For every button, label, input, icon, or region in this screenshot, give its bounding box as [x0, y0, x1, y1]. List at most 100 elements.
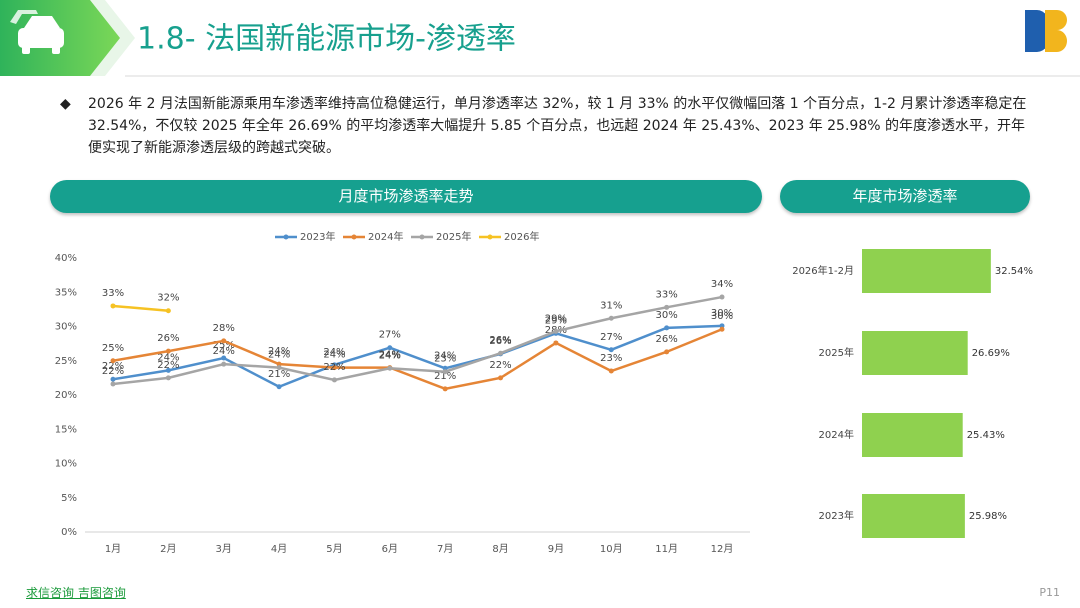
header-accent — [90, 0, 135, 76]
data-point — [387, 345, 393, 351]
data-label: 24% — [268, 346, 290, 357]
y-tick-label: 2025年 — [819, 346, 854, 359]
data-point — [165, 348, 171, 354]
series-line — [112, 328, 723, 391]
y-tick-label: 2024年 — [819, 428, 854, 441]
data-label: 23% — [434, 354, 456, 365]
bar-label: 25.43% — [967, 430, 1005, 441]
data-point — [221, 355, 227, 361]
data-label: 27% — [600, 332, 622, 343]
data-point — [553, 328, 559, 334]
x-tick-label: 2月 — [160, 543, 176, 555]
y-tick-label: 40% — [55, 253, 77, 264]
y-tick-label: 2026年1-2月 — [792, 264, 854, 277]
y-tick-label: 15% — [55, 424, 77, 435]
y-tick-label: 25% — [55, 356, 77, 367]
data-point — [387, 365, 393, 371]
y-tick-label: 35% — [55, 287, 77, 298]
summary: 2026 年 2 月法国新能源乘用车渗透率维持高位稳健运行，单月渗透率达 32%… — [88, 96, 1027, 156]
legend-marker — [487, 234, 493, 240]
series-line — [112, 295, 723, 386]
data-label: 30% — [711, 308, 733, 319]
y-tick-label: 10% — [55, 459, 77, 470]
y-tick-label: 2023年 — [819, 509, 854, 522]
x-tick-label: 4月 — [271, 543, 287, 555]
data-label: 27% — [379, 330, 401, 341]
data-label: 25% — [102, 343, 124, 354]
data-label: 24% — [434, 350, 456, 361]
data-point — [276, 361, 282, 367]
data-point — [110, 358, 116, 364]
data-label: 26% — [157, 333, 179, 344]
data-point — [608, 347, 614, 353]
legend-marker — [351, 234, 357, 240]
data-label: 33% — [656, 289, 678, 300]
data-label: 29% — [545, 315, 567, 326]
data-point — [608, 368, 614, 374]
legend-label: 2024年 — [368, 230, 403, 243]
series-line — [112, 324, 723, 389]
x-tick-label: 10月 — [600, 543, 623, 555]
bar — [862, 331, 968, 375]
x-tick-label: 6月 — [382, 543, 398, 555]
data-point — [608, 315, 614, 321]
panel-title: 年度市场渗透率 — [780, 180, 1030, 213]
x-tick-label: 8月 — [492, 543, 508, 555]
data-label: 31% — [600, 300, 622, 311]
data-label: 22% — [157, 360, 179, 371]
legend-label: 2026年 — [504, 230, 539, 243]
x-tick-label: 1月 — [105, 543, 121, 555]
header: 1.8- 法国新能源市场-渗透率 — [0, 0, 1080, 77]
data-point — [331, 365, 337, 371]
data-label: 21% — [268, 369, 290, 380]
data-point — [331, 377, 337, 383]
data-label: 26% — [489, 336, 511, 347]
data-label: 22% — [323, 362, 345, 373]
data-label: 24% — [157, 352, 179, 363]
data-label: 34% — [711, 279, 733, 290]
data-point — [221, 338, 227, 344]
data-point — [442, 365, 448, 371]
footer-brand: 求信咨询 吉图咨询 — [26, 586, 126, 600]
data-point — [664, 349, 670, 355]
data-label: 26% — [489, 335, 511, 346]
x-tick-label: 9月 — [548, 543, 564, 555]
page-number: P11 — [1039, 586, 1060, 599]
data-label: 28% — [213, 323, 235, 334]
data-point — [719, 323, 725, 329]
data-label: 21% — [434, 371, 456, 382]
data-point — [276, 365, 282, 371]
x-tick-label: 12月 — [711, 543, 734, 555]
data-point — [276, 384, 282, 390]
data-label: 25% — [213, 340, 235, 351]
car-icon — [10, 10, 64, 54]
panel-title: 月度市场渗透率走势 — [50, 180, 762, 213]
data-label: 32% — [157, 293, 179, 304]
title: 1.8- 法国新能源市场-渗透率 — [137, 22, 516, 57]
data-point — [110, 381, 116, 387]
series-line — [112, 304, 169, 312]
data-label: 22% — [102, 366, 124, 377]
y-tick-label: 0% — [61, 527, 77, 538]
data-label: 30% — [711, 311, 733, 322]
data-point — [110, 303, 116, 309]
data-label: 24% — [323, 350, 345, 361]
data-point — [664, 325, 670, 331]
y-tick-label: 5% — [61, 493, 77, 504]
data-point — [221, 361, 227, 367]
data-point — [719, 326, 725, 332]
data-label: 24% — [268, 350, 290, 361]
data-label: 24% — [213, 346, 235, 357]
x-tick-label: 3月 — [216, 543, 232, 555]
data-label: 26% — [656, 334, 678, 345]
data-label: 24% — [323, 347, 345, 358]
legend-label: 2025年 — [436, 230, 471, 243]
data-point — [165, 375, 171, 381]
y-tick-label: 20% — [55, 390, 77, 401]
data-point — [442, 369, 448, 375]
bar-label: 26.69% — [972, 348, 1010, 359]
data-label: 24% — [379, 350, 401, 361]
bar-label: 25.98% — [969, 511, 1007, 522]
